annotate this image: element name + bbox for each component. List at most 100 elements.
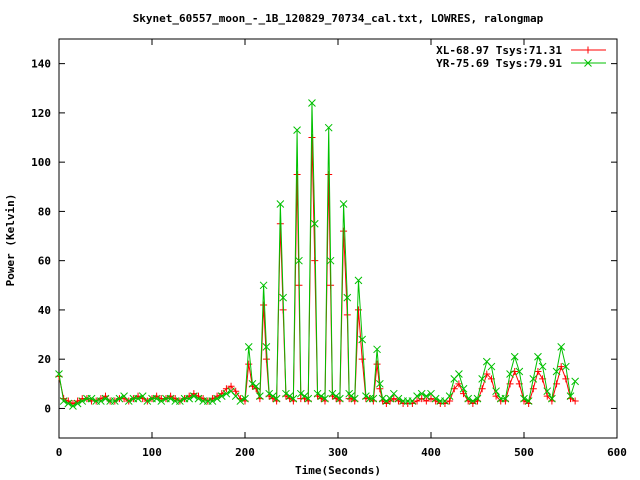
series-1-point-3 xyxy=(69,402,77,410)
series-0-point-92 xyxy=(422,397,430,405)
series-1-point-64 xyxy=(321,394,329,403)
series-1-point-103 xyxy=(473,394,482,403)
series-1-point-57 xyxy=(296,389,305,398)
series-1-point-62 xyxy=(313,389,322,398)
series-0-point-116 xyxy=(534,368,542,375)
series-0-point-80 xyxy=(373,360,381,368)
series-0-point-121 xyxy=(557,363,565,371)
series-1-point-118 xyxy=(543,387,552,396)
series-1-point-49 xyxy=(272,394,281,403)
series-0-point-124 xyxy=(571,397,579,405)
y-tick-label-2: 40 xyxy=(38,304,51,317)
series-1-point-107 xyxy=(492,387,500,396)
series-1-point-110 xyxy=(506,370,514,378)
series-1-point-69 xyxy=(336,394,344,403)
series-1-point-91 xyxy=(417,389,426,398)
series-1-point-115 xyxy=(529,375,538,383)
series-1-point-59 xyxy=(304,394,313,403)
series-0-point-61 xyxy=(311,257,319,265)
x-axis-label: Time(Seconds) xyxy=(295,464,381,477)
series-1-point-78 xyxy=(365,394,374,403)
y-tick-label-6: 120 xyxy=(31,107,51,120)
series-0-point-105 xyxy=(483,370,491,378)
series-1-point-61 xyxy=(310,219,319,228)
series-1-point-26 xyxy=(176,397,184,405)
series-1-point-124 xyxy=(571,377,580,386)
series-0-point-76 xyxy=(358,355,366,363)
series-1-point-43 xyxy=(252,382,261,391)
legend-label-1: YR-75.69 Tsys:79.91 xyxy=(436,57,562,70)
series-1-point-35 xyxy=(217,392,226,400)
series-1-point-79 xyxy=(369,394,378,403)
series-1-point-112 xyxy=(515,367,524,376)
series-1-point-46 xyxy=(262,343,271,351)
series-1-point-111 xyxy=(510,352,519,361)
series-1-point-56 xyxy=(295,256,303,265)
y-tick-label-5: 100 xyxy=(31,156,51,169)
y-tick-label-0: 0 xyxy=(44,402,51,415)
series-1-point-83 xyxy=(382,397,391,405)
series-1-point-66 xyxy=(326,256,335,265)
series-1-point-74 xyxy=(350,394,359,403)
series-1-point-50 xyxy=(276,200,285,208)
series-1-point-10 xyxy=(101,394,110,403)
series-1-point-120 xyxy=(552,367,561,376)
series-1-point-51 xyxy=(279,293,287,302)
series-1-point-106 xyxy=(487,362,496,371)
series-1-point-104 xyxy=(478,375,487,383)
series-1-point-80 xyxy=(373,345,381,354)
series-1-point-40 xyxy=(241,394,249,403)
x-tick-label-0: 0 xyxy=(56,446,63,459)
legend-marker-0 xyxy=(584,46,592,54)
series-1-point-117 xyxy=(538,362,547,371)
series-1-point-100 xyxy=(459,384,468,393)
series-1-point-1 xyxy=(59,397,68,405)
series-1-point-45 xyxy=(259,281,268,290)
series-1-point-102 xyxy=(468,397,477,405)
series-1-point-12 xyxy=(110,397,119,405)
series-1-point-63 xyxy=(317,392,326,400)
x-tick-label-5: 500 xyxy=(514,446,534,459)
series-1-line xyxy=(58,103,576,407)
series-1-point-99 xyxy=(455,370,463,378)
x-tick-label-6: 600 xyxy=(607,446,627,459)
series-1-point-119 xyxy=(548,394,556,403)
series-1-point-21 xyxy=(152,394,161,403)
y-tick-label-3: 60 xyxy=(38,255,51,268)
series-1-point-116 xyxy=(534,352,542,361)
y-tick-label-1: 20 xyxy=(38,353,51,366)
series-layer xyxy=(55,99,580,410)
legend-marker-1 xyxy=(584,59,592,67)
series-1-point-84 xyxy=(386,394,394,403)
series-0-point-37 xyxy=(227,382,235,390)
series-1-point-24 xyxy=(166,394,175,403)
series-1-point-29 xyxy=(189,392,198,400)
series-1-point-54 xyxy=(289,394,298,403)
series-1-point-33 xyxy=(208,397,217,405)
series-1-point-82 xyxy=(378,394,387,403)
series-1-point-2 xyxy=(64,399,73,408)
series-1-point-55 xyxy=(293,126,301,134)
chart-title: Skynet_60557_moon_-_1B_120829_70734_cal.… xyxy=(133,12,544,25)
series-0-point-41 xyxy=(245,360,253,368)
axes: 0 100 200 300 400 500 600 0 20 40 60 80 100 120 140 xyxy=(31,38,627,459)
series-1-point-58 xyxy=(300,392,309,400)
series-1-point-71 xyxy=(343,293,352,302)
series-1-point-113 xyxy=(520,394,528,403)
series-1-point-90 xyxy=(413,392,421,400)
series-1-point-68 xyxy=(332,392,340,400)
series-0-point-99 xyxy=(455,380,463,388)
series-1-point-13 xyxy=(115,394,124,403)
series-1-point-36 xyxy=(222,389,231,398)
series-1-point-15 xyxy=(124,397,133,405)
series-1-point-30 xyxy=(194,394,203,403)
series-1-point-52 xyxy=(282,389,290,398)
series-1-point-70 xyxy=(339,200,348,208)
series-1-point-97 xyxy=(445,392,454,400)
series-0-point-55 xyxy=(293,170,301,178)
series-1-point-94 xyxy=(431,394,440,403)
series-1-point-22 xyxy=(157,397,166,405)
series-1-point-47 xyxy=(265,389,274,398)
